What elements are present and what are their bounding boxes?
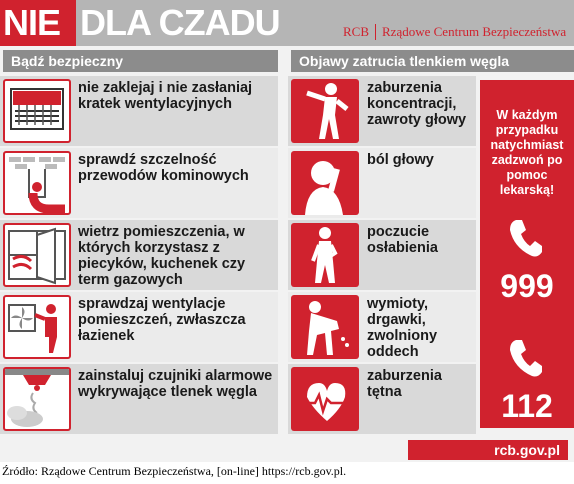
window-icon — [3, 223, 71, 287]
safety-item: wietrz pomieszczenia, w których korzysta… — [0, 220, 278, 290]
emergency-message: W każdym przypadku natychmiast zadzwoń p… — [490, 108, 564, 197]
symptom-item: zaburzenia koncentracji, zawroty głowy — [288, 76, 476, 146]
safety-item: zainstaluj czujniki alarmowe wykrywające… — [0, 364, 278, 434]
safety-item-text: zainstaluj czujniki alarmowe wykrywające… — [78, 368, 273, 400]
safety-item-text: nie zaklejaj i nie zasłaniaj kratek went… — [78, 80, 253, 112]
symptom-item: zaburzenia tętna — [288, 364, 476, 434]
symptom-text: zaburzenia koncentracji, zawroty głowy — [367, 80, 467, 128]
emergency-number-112: 112 — [501, 388, 553, 424]
safety-heading: Bądź bezpieczny — [3, 50, 278, 72]
symptoms-heading: Objawy zatrucia tlenkiem węgla — [291, 50, 574, 72]
symptom-item: wymioty, drgawki, zwolniony oddech — [288, 292, 476, 362]
emergency-panel: W każdym przypadku natychmiast zadzwoń p… — [480, 80, 574, 428]
symptom-text: wymioty, drgawki, zwolniony oddech — [367, 296, 438, 360]
logo-abbr: RCB — [343, 24, 377, 40]
detector-icon — [3, 367, 71, 431]
dizzy-person-icon — [291, 79, 359, 143]
phone-icon — [510, 220, 542, 257]
symptom-text: poczucie osłabienia — [367, 224, 438, 256]
title-red-word: NIE — [3, 2, 61, 43]
safety-item-text: wietrz pomieszczenia, w których korzysta… — [78, 224, 246, 288]
headache-person-icon — [291, 151, 359, 215]
poster-header: NIE DLA CZADU RCB Rządowe Centrum Bezpie… — [0, 0, 574, 46]
safety-item: nie zaklejaj i nie zasłaniaj kratek went… — [0, 76, 278, 146]
phone-icon — [510, 340, 542, 377]
symptom-text: zaburzenia tętna — [367, 368, 442, 400]
safety-item-text: sprawdź szczelność przewodów kominowych — [78, 152, 249, 184]
chimney-icon — [3, 151, 71, 215]
symptom-text: ból głowy — [367, 152, 434, 168]
vent-grille-icon — [3, 79, 71, 143]
symptom-item: ból głowy — [288, 148, 476, 218]
vomiting-person-icon — [291, 295, 359, 359]
footer-url: rcb.gov.pl — [408, 440, 568, 460]
fan-person-icon — [3, 295, 71, 359]
safety-item-text: sprawdzaj wentylacje pomieszczeń, zwłasz… — [78, 296, 246, 344]
emergency-number-999: 999 — [500, 268, 554, 304]
symptom-item: poczucie osłabienia — [288, 220, 476, 290]
rcb-logo: RCB Rządowe Centrum Bezpieczeństwa — [343, 22, 566, 42]
heart-pulse-icon — [291, 367, 359, 431]
infographic-poster: NIE DLA CZADU RCB Rządowe Centrum Bezpie… — [0, 0, 574, 462]
safety-item: sprawdzaj wentylacje pomieszczeń, zwłasz… — [0, 292, 278, 362]
title-rest: DLA CZADU — [80, 2, 281, 43]
logo-name: Rządowe Centrum Bezpieczeństwa — [382, 24, 567, 39]
title-highlight: NIE — [0, 0, 76, 46]
weak-person-icon — [291, 223, 359, 287]
safety-item: sprawdź szczelność przewodów kominowych — [0, 148, 278, 218]
source-caption: Źródło: Rządowe Centrum Bezpieczeństwa, … — [2, 464, 347, 478]
